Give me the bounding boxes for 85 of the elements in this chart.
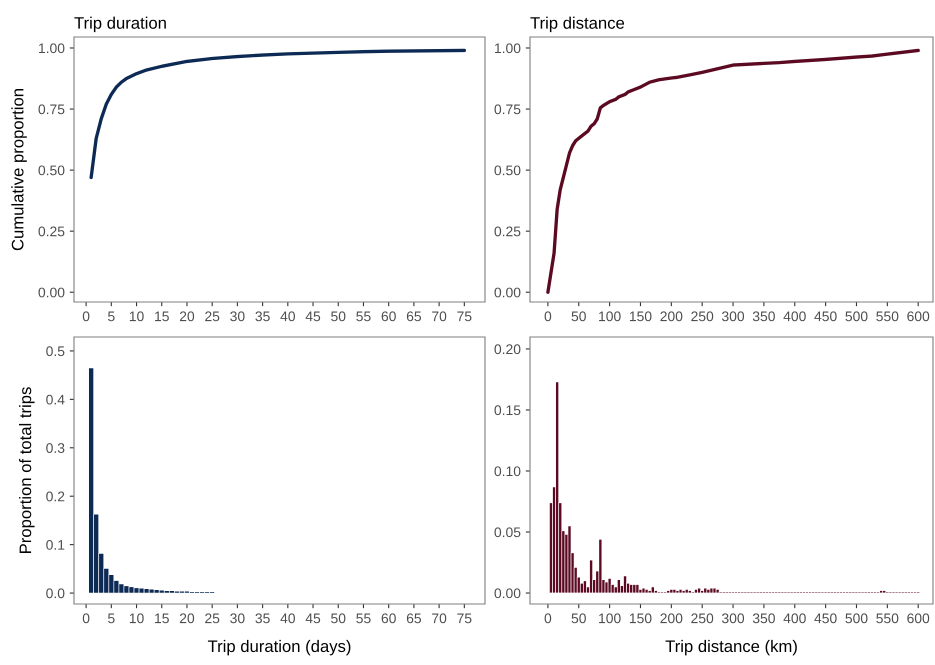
x-tick-label: 50 <box>572 311 586 322</box>
x-tick-label: 60 <box>382 613 396 624</box>
x-tick-label: 30 <box>230 311 245 322</box>
chart-title: Trip duration <box>74 16 166 32</box>
y-tick-label: 0.15 <box>494 405 520 416</box>
x-tick-label: 15 <box>155 614 169 624</box>
x-tick-label: 0 <box>82 311 90 322</box>
y-tick-label: 0.20 <box>494 344 520 354</box>
x-tick-label: 0 <box>82 613 90 624</box>
y-axis-title: Proportion of total trips <box>19 387 35 553</box>
y-tick-label: 0.00 <box>494 288 520 298</box>
x-axis-title: Trip duration (days) <box>208 640 350 656</box>
x-tick-label: 5 <box>108 312 115 322</box>
y-tick-label: 1.00 <box>495 43 520 54</box>
x-tick-label: 150 <box>630 311 652 322</box>
x-tick-label: 250 <box>691 311 714 322</box>
y-tick-label: 0.50 <box>494 165 520 176</box>
x-tick-label: 200 <box>660 613 682 624</box>
x-tick-label: 35 <box>255 311 270 322</box>
x-tick-label: 15 <box>155 312 169 322</box>
x-tick-label: 45 <box>306 312 320 322</box>
x-tick-label: 55 <box>356 614 371 624</box>
x-tick-label: 350 <box>752 311 775 322</box>
x-tick-label: 65 <box>406 613 422 624</box>
x-tick-label: 5 <box>108 614 115 624</box>
x-tick-label: 250 <box>691 613 714 624</box>
x-tick-label: 400 <box>783 613 806 624</box>
x-tick-label: 450 <box>814 613 837 624</box>
y-tick-label: 0.25 <box>38 226 64 236</box>
y-tick-label: 0.0 <box>46 588 64 598</box>
x-tick-label: 350 <box>752 613 775 624</box>
x-tick-label: 100 <box>599 613 621 624</box>
x-tick-label: 40 <box>280 613 296 624</box>
x-tick-label: 70 <box>432 311 446 322</box>
x-tick-label: 100 <box>599 311 621 322</box>
x-tick-label: 20 <box>180 613 194 624</box>
x-tick-label: 35 <box>255 613 270 624</box>
x-axis-title: Trip distance (km) <box>666 640 797 656</box>
y-axis-title: Cumulative proportion <box>11 89 27 250</box>
y-tick-label: 0.10 <box>494 466 520 476</box>
x-tick-label: 50 <box>572 613 586 624</box>
x-tick-label: 60 <box>382 311 396 322</box>
x-tick-label: 55 <box>356 312 371 322</box>
y-tick-label: 0.3 <box>46 443 64 453</box>
y-tick-label: 0.4 <box>46 394 65 405</box>
x-tick-label: 200 <box>660 311 682 322</box>
y-tick-label: 1.00 <box>39 43 64 54</box>
y-tick-label: 0.50 <box>38 165 64 176</box>
y-tick-label: 0.00 <box>494 588 520 598</box>
x-tick-label: 0 <box>544 311 552 322</box>
y-tick-label: 0.1 <box>46 540 64 550</box>
x-tick-label: 600 <box>907 613 930 624</box>
x-tick-label: 65 <box>406 311 422 322</box>
x-tick-label: 10 <box>130 311 144 322</box>
y-tick-label: 0.00 <box>38 288 64 298</box>
x-tick-label: 400 <box>783 311 806 322</box>
x-tick-label: 300 <box>722 613 744 624</box>
x-tick-label: 70 <box>432 613 446 624</box>
x-tick-label: 30 <box>230 613 245 624</box>
x-tick-label: 450 <box>814 311 837 322</box>
x-tick-label: 500 <box>845 613 868 624</box>
x-tick-label: 600 <box>907 311 930 322</box>
x-tick-label: 25 <box>205 613 220 624</box>
x-tick-label: 50 <box>331 311 346 322</box>
x-tick-label: 300 <box>722 311 744 322</box>
x-tick-label: 25 <box>205 311 220 322</box>
x-tick-label: 150 <box>630 613 652 624</box>
x-tick-label: 75 <box>457 614 472 624</box>
x-tick-label: 45 <box>306 614 320 624</box>
y-tick-label: 0.05 <box>494 527 520 538</box>
x-tick-label: 550 <box>876 613 898 624</box>
x-tick-label: 0 <box>544 613 552 624</box>
x-tick-label: 20 <box>180 311 194 322</box>
y-tick-label: 0.75 <box>38 104 64 114</box>
x-tick-label: 75 <box>457 312 472 322</box>
y-tick-label: 0.75 <box>494 104 520 114</box>
chart-title: Trip distance <box>530 16 624 32</box>
y-tick-label: 0.25 <box>494 226 520 236</box>
x-tick-label: 50 <box>331 613 346 624</box>
x-tick-label: 10 <box>130 613 144 624</box>
x-tick-label: 40 <box>280 311 296 322</box>
y-tick-label: 0.5 <box>46 346 64 356</box>
y-tick-label: 0.2 <box>46 492 64 502</box>
x-tick-label: 550 <box>876 311 898 322</box>
x-tick-label: 500 <box>845 311 868 322</box>
